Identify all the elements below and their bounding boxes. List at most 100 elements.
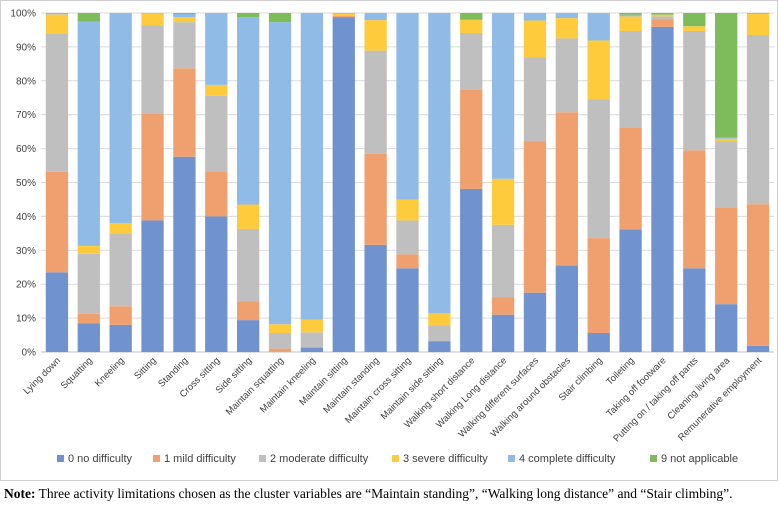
x-tick-label: Maintain standing [321, 355, 381, 415]
bar-segment [205, 13, 228, 85]
bar-segment [77, 323, 100, 352]
bar-segment [683, 26, 706, 31]
bar-segment [45, 13, 69, 15]
bar-segment [460, 19, 483, 33]
x-tick-label: Kneeling [93, 355, 127, 389]
bar-segment [683, 150, 706, 269]
bar-segment [587, 40, 610, 100]
y-tick-label: 60% [16, 144, 36, 155]
bar-segment [45, 171, 69, 273]
bar-segment [237, 17, 260, 205]
bar-segment [268, 324, 292, 334]
bar-segment [332, 16, 355, 18]
bar-segment [523, 141, 547, 293]
bar-segment [491, 297, 515, 315]
bar-segment [77, 253, 100, 314]
legend-label: 9 not applicable [661, 453, 738, 465]
bar-segment [173, 22, 196, 69]
bar-segment [364, 50, 387, 154]
bar-segment [237, 301, 260, 321]
bar-segment [746, 345, 770, 352]
legend-swatch [508, 455, 515, 462]
bar-segment [619, 229, 642, 352]
y-tick-label: 40% [16, 212, 36, 223]
bar-segment [619, 16, 642, 31]
bar-segment [332, 13, 355, 17]
x-tick-label: Maintain squatting [224, 355, 286, 417]
bar-segment [555, 112, 578, 266]
bar-segment [173, 17, 196, 23]
bar-segment [332, 17, 355, 352]
bar-segment [205, 171, 228, 217]
note-label: Note: [4, 486, 36, 501]
x-tick-label: Lying down [22, 355, 64, 397]
bar-segment [428, 325, 451, 342]
bar-segment [587, 13, 610, 41]
bar-segment [683, 13, 706, 27]
y-tick-label: 10% [16, 314, 36, 325]
legend-swatch [57, 455, 64, 462]
bar-segment [364, 20, 387, 51]
bar-segment [555, 38, 578, 113]
bar-segment [396, 254, 419, 269]
bar-segment [77, 245, 100, 254]
bar-segment [141, 13, 164, 14]
bar-segment [268, 333, 292, 349]
bar-segment [364, 13, 387, 21]
bar-segment [141, 113, 164, 221]
bar-segment [555, 13, 578, 19]
bar-segment [141, 13, 164, 26]
bar-segment [587, 333, 610, 352]
bar-segment [141, 220, 164, 352]
x-tick-label: Maintain kneeling [258, 355, 318, 415]
y-tick-label: 20% [16, 280, 36, 291]
x-tick-label: Squatting [59, 355, 95, 391]
bar-segment [651, 13, 674, 15]
legend-swatch [650, 455, 657, 462]
bar-segment [45, 272, 69, 352]
bar-segment [651, 26, 674, 353]
y-axis-tick-labels: 0% 10% 20% 30% 40% 50% 60% 70% 80% 90% 100% [10, 9, 36, 359]
y-tick-label: 100% [10, 9, 36, 20]
bar-segment [205, 84, 228, 96]
bar-segment [555, 18, 578, 39]
bar-segment [746, 14, 770, 36]
bar-segment [587, 99, 610, 239]
bar-segment [396, 13, 419, 200]
bar-segment [587, 238, 610, 334]
bar-segment [683, 268, 706, 352]
bar-segment [715, 304, 738, 352]
bar-segment [173, 14, 196, 18]
bar-segment [715, 138, 738, 142]
bars [45, 13, 770, 353]
bar-segment [523, 292, 547, 352]
x-tick-label: Toileting [604, 355, 636, 387]
bar-segment [460, 89, 483, 189]
legend-label: 2 moderate difficulty [270, 453, 369, 465]
bar-segment [300, 13, 324, 320]
bar-segment [491, 314, 515, 352]
legend: 0 no difficulty 1 mild difficulty 2 modera… [57, 453, 738, 465]
bar-segment [109, 234, 132, 307]
bar-segment [428, 13, 451, 314]
bar-segment [77, 21, 100, 246]
bar-segment [364, 244, 387, 352]
bar-segment [396, 199, 419, 221]
bar-segment [428, 313, 451, 326]
bar-segment [364, 153, 387, 245]
x-tick-label: Taking off footware [605, 355, 669, 419]
y-tick-label: 50% [16, 178, 36, 189]
bar-segment [746, 204, 770, 346]
bar-segment [619, 30, 642, 128]
bar-segment [268, 348, 292, 352]
bar-segment [205, 95, 228, 172]
legend-label: 4 complete difficulty [519, 453, 616, 465]
y-tick-label: 70% [16, 110, 36, 121]
bar-segment [746, 35, 770, 205]
bar-segment [109, 324, 132, 352]
bar-segment [619, 14, 642, 17]
bar-segment [45, 14, 69, 35]
bar-segment [396, 268, 419, 352]
bar-segment [491, 178, 515, 225]
